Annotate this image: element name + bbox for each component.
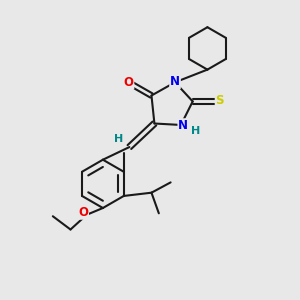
Text: O: O xyxy=(124,76,134,89)
Text: S: S xyxy=(215,94,224,107)
Text: O: O xyxy=(78,206,88,219)
Text: H: H xyxy=(191,126,200,136)
Text: H: H xyxy=(114,134,123,144)
Text: N: N xyxy=(170,75,180,88)
Text: N: N xyxy=(178,119,188,132)
